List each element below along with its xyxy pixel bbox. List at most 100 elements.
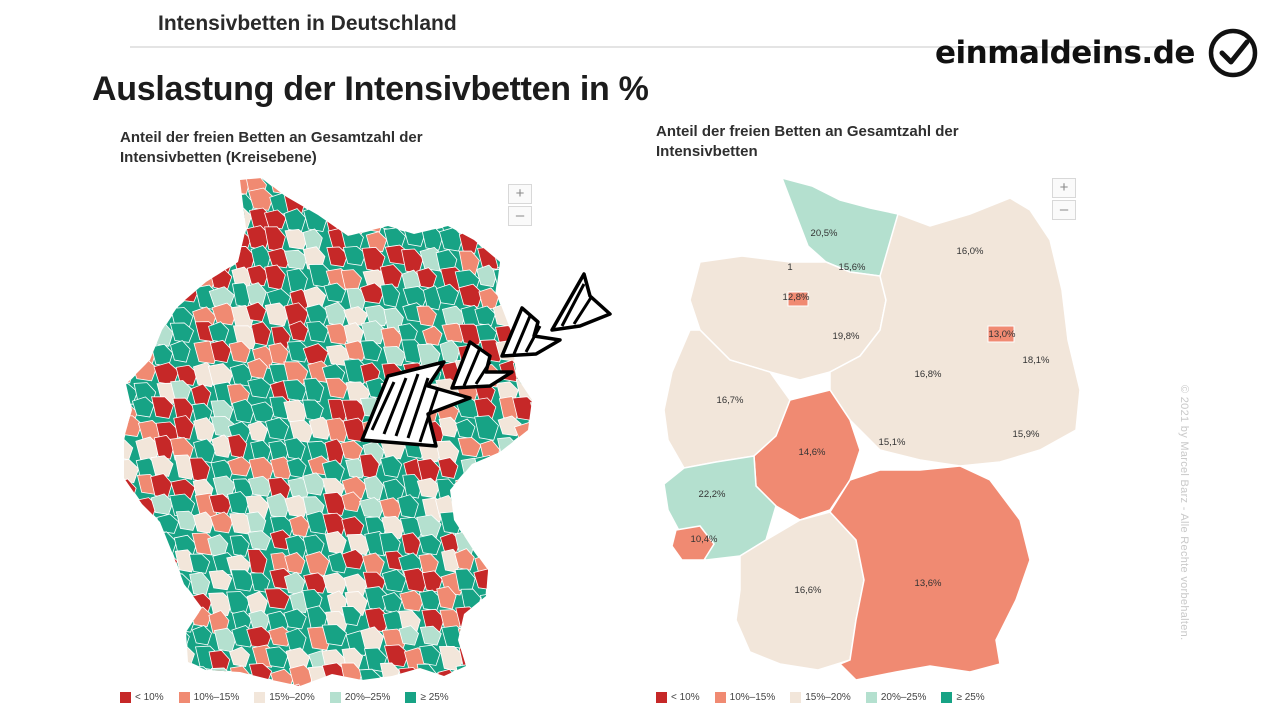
legend-item: ≥ 25% — [941, 692, 985, 703]
district-region — [341, 516, 365, 539]
district-region — [245, 282, 267, 307]
district-region — [514, 534, 532, 561]
district-region — [418, 589, 442, 612]
district-region — [325, 377, 349, 399]
district-region — [363, 475, 384, 501]
district-region — [457, 437, 482, 458]
district-region — [536, 380, 557, 401]
district-region — [516, 627, 532, 648]
district-region — [512, 644, 532, 669]
legend-swatch — [941, 692, 953, 703]
district-region — [283, 437, 306, 461]
district-region — [381, 568, 407, 593]
district-region — [359, 453, 380, 480]
state-value-label: 16,7% — [717, 395, 744, 406]
state-value-label: 1 — [787, 262, 792, 273]
district-region — [288, 664, 314, 686]
district-region — [437, 457, 459, 479]
district-region — [533, 416, 552, 440]
district-region — [322, 572, 348, 596]
district-region — [124, 569, 139, 594]
zoom-out-button[interactable]: – — [1052, 200, 1076, 220]
state-value-label: 15,6% — [839, 262, 866, 273]
district-region — [173, 282, 200, 303]
zoom-in-button[interactable]: + — [508, 184, 532, 204]
district-region — [304, 551, 330, 576]
district-region — [416, 305, 437, 327]
legend-swatch — [178, 692, 190, 703]
district-region — [124, 550, 140, 574]
district-region — [383, 227, 406, 249]
district-region — [124, 268, 139, 291]
district-region — [212, 475, 236, 498]
district-region — [360, 626, 384, 652]
district-region — [250, 401, 276, 424]
district-region — [399, 590, 425, 612]
district-region — [135, 264, 158, 286]
district-region — [264, 264, 286, 291]
district-region — [194, 208, 216, 230]
district-region — [477, 687, 497, 710]
district-region — [248, 609, 271, 631]
district-region — [172, 178, 194, 192]
district-region — [247, 530, 272, 551]
zoom-in-button[interactable]: + — [1052, 178, 1076, 198]
district-region — [479, 193, 502, 220]
district-region — [283, 249, 308, 270]
district-region — [531, 458, 532, 481]
district-region — [306, 321, 330, 343]
district-region — [283, 571, 306, 596]
district-region — [493, 226, 515, 248]
district-region — [516, 550, 532, 576]
district-region — [454, 548, 475, 571]
district-region — [246, 591, 268, 617]
district-region — [436, 586, 457, 610]
district-region — [342, 245, 367, 266]
state-berlin — [987, 325, 1015, 343]
district-region — [517, 456, 532, 480]
district-region — [190, 250, 216, 275]
district-region — [227, 491, 250, 515]
district-region — [458, 283, 484, 308]
district-region — [131, 320, 158, 344]
district-region — [438, 227, 464, 252]
district-region — [473, 648, 499, 672]
district-region — [419, 178, 443, 197]
district-region — [136, 286, 158, 313]
district-region — [283, 608, 307, 630]
brand-logo: einmaldeins.de — [935, 26, 1261, 80]
district-region — [382, 478, 405, 502]
district-region — [478, 529, 499, 552]
district-region — [124, 358, 135, 384]
district-region — [514, 475, 532, 496]
state-value-label: 16,6% — [795, 585, 822, 596]
district-region — [321, 624, 348, 647]
district-region — [535, 169, 556, 189]
district-region — [360, 340, 383, 362]
district-region — [497, 513, 519, 536]
district-region — [170, 230, 194, 255]
district-region — [494, 458, 520, 479]
district-region — [131, 303, 152, 327]
district-region — [154, 208, 175, 230]
header-divider — [130, 46, 1170, 48]
district-region — [436, 283, 460, 306]
district-region — [382, 345, 407, 366]
district-region — [245, 301, 267, 323]
district-region — [379, 178, 404, 196]
district-region — [513, 225, 532, 247]
right-map-zoom-controls: + – — [1052, 178, 1076, 220]
zoom-out-button[interactable]: – — [508, 206, 532, 226]
district-region — [124, 346, 143, 369]
district-region — [441, 178, 462, 191]
state-value-label: 10,4% — [691, 534, 718, 545]
district-region — [537, 686, 560, 709]
district-region — [380, 455, 403, 478]
district-region — [534, 588, 556, 612]
state-value-label: 13,6% — [915, 578, 942, 589]
district-region — [133, 587, 156, 610]
state-value-label: 13,0% — [989, 329, 1016, 340]
district-region — [302, 472, 326, 496]
district-region — [341, 399, 368, 424]
